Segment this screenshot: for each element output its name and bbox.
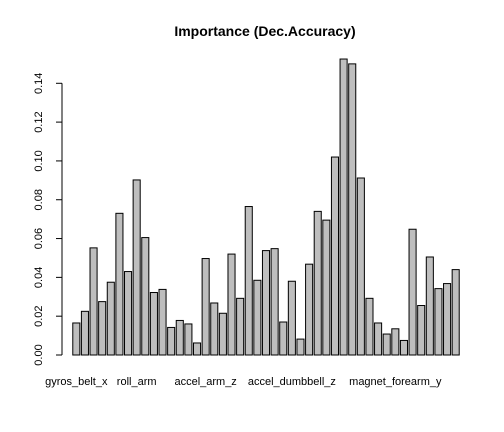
y-tick-label-0: 0.00 [33, 344, 45, 365]
bar-40 [418, 306, 425, 355]
bar-24 [280, 322, 287, 355]
y-axis: 0.00 0.02 0.04 0.06 0.08 0.10 0.12 0.14 [33, 73, 62, 366]
bar-32 [349, 64, 356, 355]
bar-25 [288, 281, 295, 355]
y-tick-label-4: 0.08 [33, 189, 45, 210]
bar-28 [314, 211, 321, 355]
bar-42 [435, 289, 442, 355]
bar-4 [107, 282, 114, 355]
x-tick-label-3: accel_dumbbell_z [248, 376, 336, 388]
bar-20 [245, 207, 252, 355]
bar-13 [185, 324, 192, 355]
bar-19 [237, 298, 244, 355]
bar-1 [81, 311, 88, 355]
bar-12 [176, 320, 183, 355]
bar-5 [116, 213, 123, 355]
bar-6 [125, 272, 132, 355]
x-axis-labels: gyros_belt_x roll_arm accel_arm_z accel_dum… [45, 376, 442, 388]
bar-31 [340, 59, 347, 355]
bar-16 [211, 303, 218, 355]
bar-15 [202, 259, 209, 355]
bar-39 [409, 229, 416, 355]
bar-36 [383, 334, 390, 355]
bar-38 [400, 340, 407, 355]
bar-2 [90, 248, 97, 355]
bar-7 [133, 180, 140, 355]
bar-17 [219, 313, 226, 355]
bar-3 [99, 302, 106, 355]
x-tick-label-0: gyros_belt_x [45, 376, 108, 388]
y-tick-label-5: 0.10 [33, 150, 45, 171]
chart-title: Importance (Dec.Accuracy) [174, 23, 355, 39]
x-tick-label-4: magnet_forearm_y [349, 376, 442, 388]
bar-29 [323, 220, 330, 355]
bar-9 [150, 293, 157, 355]
bar-21 [254, 280, 261, 355]
y-tick-label-2: 0.04 [33, 267, 45, 288]
bar-10 [159, 289, 166, 355]
bar-43 [444, 284, 451, 355]
bar-22 [262, 251, 269, 355]
bar-35 [375, 323, 382, 355]
bar-30 [331, 157, 338, 355]
bar-11 [168, 327, 175, 355]
bar-41 [426, 257, 433, 355]
bar-18 [228, 254, 235, 355]
y-tick-label-3: 0.06 [33, 228, 45, 249]
y-tick-label-7: 0.14 [33, 73, 45, 94]
bar-34 [366, 298, 373, 355]
bar-37 [392, 329, 399, 355]
bar-33 [357, 178, 364, 355]
bar-44 [452, 270, 459, 355]
bar-8 [142, 238, 149, 355]
x-tick-label-2: accel_arm_z [174, 376, 236, 388]
y-tick-label-1: 0.02 [33, 305, 45, 326]
bar-14 [193, 343, 200, 355]
x-tick-label-1: roll_arm [117, 376, 157, 388]
y-tick-label-6: 0.12 [33, 111, 45, 132]
bar-23 [271, 249, 278, 355]
bar-26 [297, 339, 304, 355]
bars-group [73, 59, 459, 355]
bar-27 [306, 264, 313, 355]
bar-0 [73, 323, 80, 355]
